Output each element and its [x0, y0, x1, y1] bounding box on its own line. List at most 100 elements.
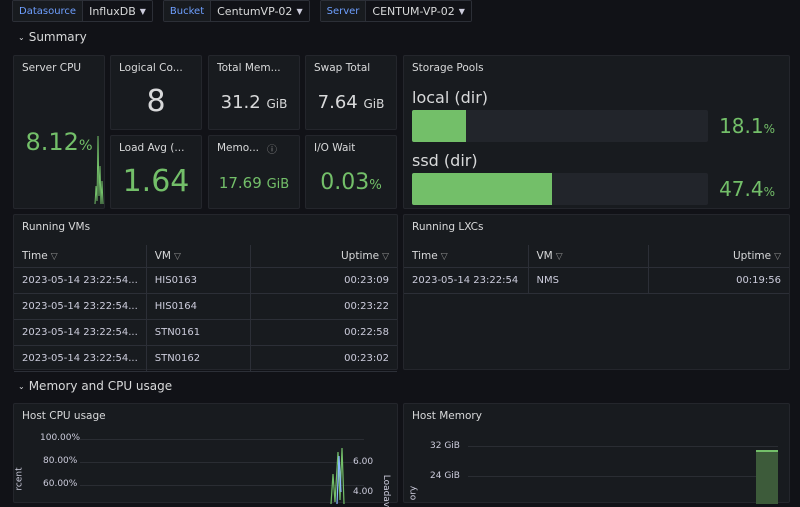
y-tick: 60.00% — [43, 479, 78, 489]
y-tick: 32 GiB — [430, 441, 460, 451]
pool-ssd-fill — [412, 173, 553, 205]
y2-tick: 6.00 — [353, 457, 374, 467]
vms-table: Time ▽ VM ▽ Uptime ▽ 2023-05-14 23:22:54...… — [14, 245, 397, 372]
total-memory-value: 31.2 GiB — [209, 92, 299, 113]
gridline — [80, 462, 364, 463]
logical-cores-value: 8 — [146, 84, 166, 119]
cpu-series-line — [330, 447, 345, 504]
panel-total-memory[interactable]: Total Mem... 31.2 GiB — [208, 55, 300, 130]
table-header-row: Time ▽ VM ▽ Uptime ▽ — [14, 245, 397, 268]
server-cpu-value: 8.12% — [14, 128, 104, 156]
cell-time: 2023-05-14 23:22:54... — [14, 345, 147, 372]
cell-time: 2023-05-14 23:22:54 — [404, 267, 528, 294]
datasource-label: Datasource — [13, 1, 84, 21]
stat-number: 7.64 — [317, 92, 358, 113]
server-variable[interactable]: Server CENTUM-VP-02 ▼ — [319, 0, 472, 22]
col-label: VM — [536, 249, 553, 262]
col-vm-header[interactable]: VM ▽ — [145, 245, 251, 268]
table-row[interactable]: 2023-05-14 23:22:54... HIS0164 00:23:22 — [14, 293, 397, 320]
cell-vm: HIS0164 — [145, 293, 251, 320]
filter-icon[interactable]: ▽ — [382, 251, 389, 262]
panel-host-memory[interactable]: Host Memory ory 32 GiB 24 GiB — [403, 403, 790, 504]
table-row[interactable]: 2023-05-14 23:22:54... HIS0163 00:23:09 — [14, 267, 397, 294]
server-select[interactable]: CENTUM-VP-02 ▼ — [366, 1, 471, 21]
info-icon[interactable]: ⓘ — [267, 145, 277, 156]
table-row[interactable]: 2023-05-14 23:22:54... STN0162 00:23:02 — [14, 345, 397, 372]
load-avg-value: 1.64 — [122, 164, 190, 199]
pool-local-fill — [412, 110, 466, 142]
datasource-select[interactable]: InfluxDB ▼ — [83, 1, 152, 21]
row-summary[interactable]: ⌄ Summary — [18, 30, 87, 44]
panel-memory[interactable]: Memo... ⓘ 17.69 GiB — [208, 135, 300, 209]
stat-unit: % — [78, 138, 93, 154]
pool-value-number: 47.4 — [719, 177, 764, 201]
pool-value-number: 18.1 — [719, 114, 764, 138]
filter-icon[interactable]: ▽ — [440, 251, 448, 262]
cpu-sparkline — [94, 135, 104, 205]
filter-icon[interactable]: ▽ — [555, 251, 563, 262]
panel-swap-total[interactable]: Swap Total 7.64 GiB — [305, 55, 397, 130]
panel-host-cpu[interactable]: Host CPU usage rcent 100.00% 80.00% 60.0… — [13, 403, 398, 507]
col-label: Time — [412, 249, 438, 262]
gridline — [80, 439, 364, 440]
row-memory-cpu-title: Memory and CPU usage — [28, 379, 173, 393]
col-label: Time — [22, 249, 48, 262]
pool-local-value: 18.1% — [719, 114, 775, 138]
table-row[interactable]: 2023-05-14 23:22:54... STN0161 00:22:58 — [14, 319, 397, 346]
bucket-select[interactable]: CentumVP-02 ▼ — [211, 1, 309, 21]
row-summary-title: Summary — [28, 30, 87, 44]
panel-title: Host Memory — [412, 410, 482, 422]
stat-number: 31.2 — [220, 92, 261, 113]
table-header-row: Time ▽ VM ▽ Uptime ▽ — [404, 245, 789, 268]
panel-io-wait[interactable]: I/O Wait 0.03% — [305, 135, 397, 209]
datasource-value: InfluxDB — [89, 4, 136, 18]
stat-unit: GiB — [266, 177, 290, 192]
bucket-variable[interactable]: Bucket CentumVP-02 ▼ — [162, 0, 310, 22]
cell-vm: STN0161 — [145, 319, 251, 346]
panel-title: Running VMs — [22, 221, 91, 233]
cell-time: 2023-05-14 23:22:54... — [14, 293, 147, 320]
col-time-header[interactable]: Time ▽ — [14, 245, 147, 268]
panel-load-avg[interactable]: Load Avg (... 1.64 — [110, 135, 202, 209]
pool-local-bar — [412, 110, 708, 142]
panel-storage-pools[interactable]: Storage Pools local (dir) 18.1% ssd (dir… — [403, 55, 790, 209]
panel-title: Load Avg (... — [119, 142, 185, 154]
stat-unit: GiB — [363, 97, 385, 111]
chevron-down-icon: ⌄ — [18, 381, 25, 391]
caret-down-icon: ▼ — [296, 6, 303, 16]
panel-server-cpu[interactable]: Server CPU 8.12% — [13, 55, 105, 209]
pool-ssd-bar — [412, 173, 708, 205]
col-uptime-header[interactable]: Uptime ▽ — [647, 245, 789, 268]
y2-tick: 4.00 — [353, 487, 374, 497]
filter-icon[interactable]: ▽ — [50, 251, 58, 262]
cell-uptime: 00:23:02 — [249, 345, 397, 372]
filter-icon[interactable]: ▽ — [774, 251, 781, 262]
stat-unit: GiB — [266, 97, 288, 111]
col-vm-header[interactable]: VM ▽ — [527, 245, 648, 268]
pool-local-name: local (dir) — [412, 88, 489, 107]
panel-title: Memo... — [217, 142, 259, 154]
pool-value-unit: % — [763, 185, 775, 199]
cell-time: 2023-05-14 23:22:54... — [14, 319, 147, 346]
memory-area-fill — [756, 450, 778, 504]
y-tick: 24 GiB — [430, 471, 460, 481]
stat-number: 8.12 — [25, 128, 79, 156]
col-uptime-header[interactable]: Uptime ▽ — [249, 245, 397, 268]
panel-running-vms[interactable]: Running VMs Time ▽ VM ▽ Uptime ▽ 2023-05-14… — [13, 214, 398, 372]
caret-down-icon: ▼ — [139, 6, 146, 16]
panel-running-lxcs[interactable]: Running LXCs Time ▽ VM ▽ Uptime ▽ 2023-05-1… — [403, 214, 790, 370]
col-time-header[interactable]: Time ▽ — [404, 245, 528, 268]
pool-ssd-name: ssd (dir) — [412, 151, 478, 170]
panel-title: Host CPU usage — [22, 410, 106, 422]
server-value: CENTUM-VP-02 — [372, 4, 455, 18]
right-axis-label: Loadav — [381, 474, 392, 507]
row-memory-cpu[interactable]: ⌄ Memory and CPU usage — [18, 379, 172, 393]
panel-logical-cores[interactable]: Logical Co... 8 — [110, 55, 202, 130]
gridline — [468, 446, 778, 447]
lxcs-table: Time ▽ VM ▽ Uptime ▽ 2023-05-14 23:22:54 NMS… — [404, 245, 789, 294]
panel-title: Server CPU — [22, 62, 82, 74]
filter-icon[interactable]: ▽ — [174, 251, 181, 262]
chevron-down-icon: ⌄ — [18, 32, 25, 42]
datasource-variable[interactable]: Datasource InfluxDB ▼ — [12, 0, 153, 22]
table-row[interactable]: 2023-05-14 23:22:54 NMS 00:19:56 — [404, 267, 789, 294]
